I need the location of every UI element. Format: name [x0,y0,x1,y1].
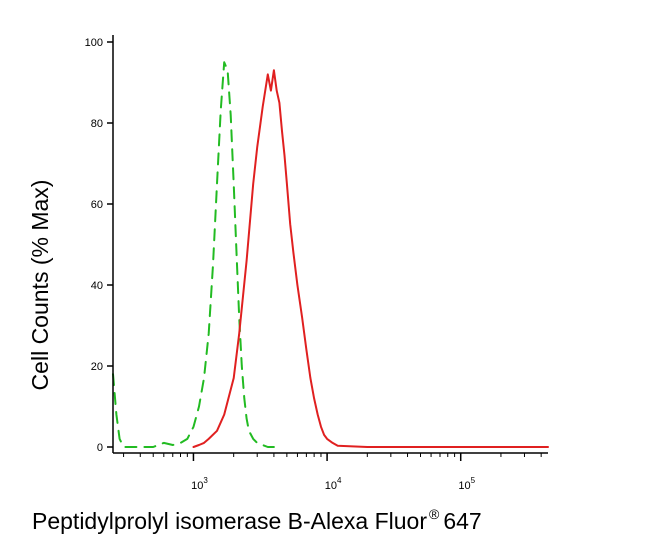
y-tick-label: 20 [91,361,103,373]
x-axis-title-suffix: 647 [443,508,481,534]
x-axis-title-group: Peptidylprolyl isomerase B-Alexa Fluor ® 6… [32,506,482,534]
series-line-solid [192,69,549,448]
y-tick-label: 100 [85,37,103,49]
y-tick-label: 80 [91,118,103,130]
x-tick-label: 103 [191,476,208,492]
x-axis-title-superscript: ® [429,506,440,522]
x-tick-label: 104 [325,476,342,492]
y-tick-label: 60 [91,199,103,211]
x-axis-title: Peptidylprolyl isomerase B-Alexa Fluor [32,508,427,534]
series-layer [112,61,549,448]
y-tick-label: 0 [97,442,103,454]
y-axis-title: Cell Counts (% Max) [27,180,53,391]
ticks-layer: 0 20 40 60 80 100 103 104 105 [85,37,542,492]
x-tick-label: 105 [458,476,475,492]
series-line-dashed [112,61,275,448]
y-tick-label: 40 [91,280,103,292]
axes-layer [112,35,548,454]
